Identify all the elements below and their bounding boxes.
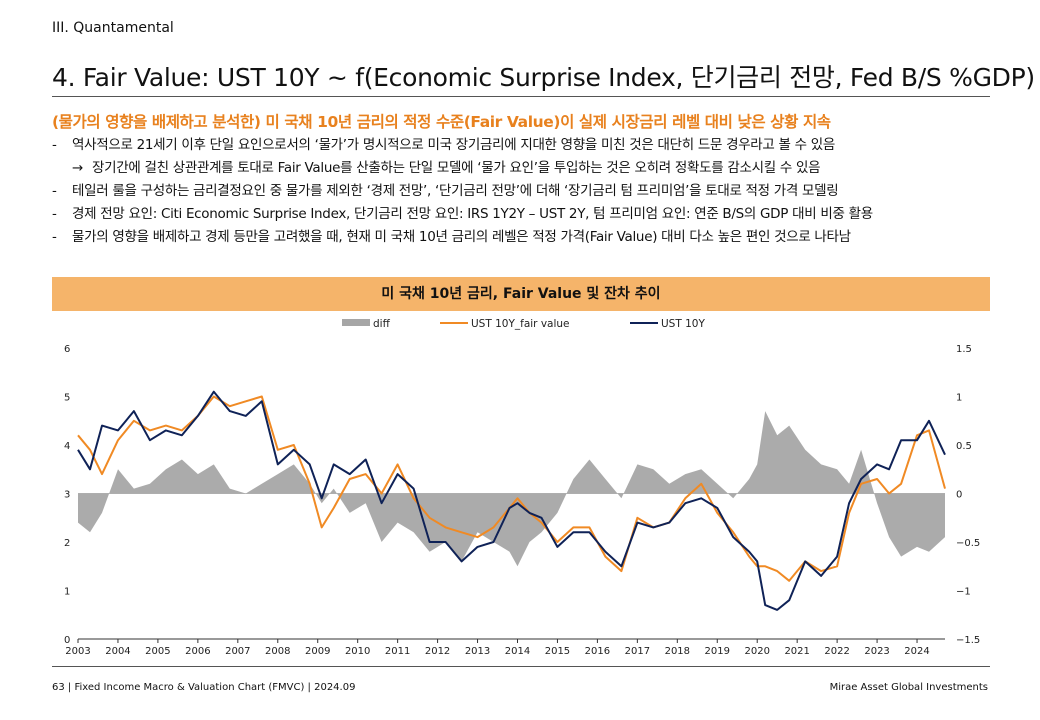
x-tick-label: 2021	[784, 646, 809, 657]
bullet-marker: -	[52, 206, 57, 222]
x-tick-label: 2022	[824, 646, 849, 657]
bullet-item: - 경제 전망 요인: Citi Economic Surprise Index…	[52, 203, 1002, 226]
x-tick-label: 2005	[145, 646, 170, 657]
x-tick-label: 2008	[265, 646, 290, 657]
bullet-marker: -	[52, 137, 57, 153]
bullet-text: 장기간에 걸친 상관관계를 토대로 Fair Value를 산출하는 단일 모델…	[92, 160, 821, 176]
x-tick-label: 2006	[185, 646, 210, 657]
y-right-tick-label: 0	[956, 490, 962, 501]
bullet-item: → 장기간에 걸친 상관관계를 토대로 Fair Value를 산출하는 단일 …	[52, 157, 1002, 180]
bullet-item: - 역사적으로 21세기 이후 단일 요인으로서의 ‘물가’가 명시적으로 미국…	[52, 134, 1002, 157]
bullet-marker: -	[52, 229, 57, 245]
y-left-tick-label: 6	[64, 344, 70, 355]
chart-legend: diff UST 10Y_fair value UST 10Y	[342, 318, 705, 330]
x-tick-label: 2009	[305, 646, 330, 657]
y-left-tick-label: 4	[64, 441, 70, 452]
legend-label: diff	[373, 318, 391, 330]
x-tick-label: 2019	[705, 646, 730, 657]
y-left-tick-label: 2	[64, 538, 70, 549]
legend-swatch-diff	[342, 319, 370, 326]
y-right-tick-label: −1	[956, 587, 971, 598]
y-right-tick-label: 1.5	[956, 344, 972, 355]
y-left-tick-label: 0	[64, 635, 70, 646]
x-tick-label: 2023	[864, 646, 889, 657]
x-tick-label: 2012	[425, 646, 450, 657]
bullet-list: - 역사적으로 21세기 이후 단일 요인으로서의 ‘물가’가 명시적으로 미국…	[52, 134, 1002, 249]
title-divider	[52, 96, 990, 97]
x-tick-label: 2016	[585, 646, 610, 657]
bullet-item: - 테일러 룰을 구성하는 금리결정요인 중 물가를 제외한 ‘경제 전망’, …	[52, 180, 1002, 203]
section-label: III. Quantamental	[52, 20, 174, 36]
bullet-text: 테일러 룰을 구성하는 금리결정요인 중 물가를 제외한 ‘경제 전망’, ‘단…	[72, 183, 839, 199]
footer-divider	[52, 666, 990, 667]
footer-right: Mirae Asset Global Investments	[829, 682, 988, 693]
y-right-tick-label: 0.5	[956, 441, 972, 452]
bullet-marker: -	[52, 183, 57, 199]
page-title: 4. Fair Value: UST 10Y ~ f(Economic Surp…	[52, 63, 1035, 92]
legend-label: UST 10Y	[661, 318, 705, 330]
bullet-item: - 물가의 영향을 배제하고 경제 등만을 고려했을 때, 현재 미 국채 10…	[52, 226, 1002, 249]
x-tick-label: 2013	[465, 646, 490, 657]
x-tick-label: 2015	[545, 646, 570, 657]
bullet-marker: →	[72, 160, 84, 176]
x-tick-label: 2011	[385, 646, 410, 657]
y-left-tick-label: 3	[64, 490, 70, 501]
y-right-tick-label: −0.5	[956, 538, 980, 549]
x-tick-label: 2004	[105, 646, 130, 657]
y-right-tick-label: 1	[956, 393, 962, 404]
x-tick-label: 2020	[744, 646, 769, 657]
line-chart: diff UST 10Y_fair value UST 10Y 0 1 2 3 4 5 6 −1.…	[64, 318, 980, 657]
bullet-text: 물가의 영향을 배제하고 경제 등만을 고려했을 때, 현재 미 국채 10년 …	[72, 229, 851, 245]
x-tick-label: 2018	[665, 646, 690, 657]
y-left-tick-label: 5	[64, 393, 70, 404]
bullet-text: 경제 전망 요인: Citi Economic Surprise Index, …	[72, 206, 873, 222]
x-tick-label: 2007	[225, 646, 250, 657]
series-line-ust-10y	[77, 390, 946, 611]
x-tick-label: 2003	[65, 646, 90, 657]
legend-label: UST 10Y_fair value	[471, 318, 570, 330]
bullet-text: 역사적으로 21세기 이후 단일 요인으로서의 ‘물가’가 명시적으로 미국 장…	[72, 137, 836, 153]
x-tick-label: 2017	[625, 646, 650, 657]
series-area-diff	[78, 411, 945, 567]
x-tick-label: 2014	[505, 646, 530, 657]
chart-ticks: 0 1 2 3 4 5 6 −1.5 −1 −0.5 0 0.5 1 1.5 2003 2004 2005 200…	[64, 344, 980, 657]
chart-series	[77, 390, 946, 611]
x-tick-label: 2024	[904, 646, 929, 657]
y-left-tick-label: 1	[64, 587, 70, 598]
x-tick-label: 2010	[345, 646, 370, 657]
chart-header: 미 국채 10년 금리, Fair Value 및 잔차 추이	[52, 277, 990, 311]
y-right-tick-label: −1.5	[956, 635, 980, 646]
footer-left: 63 | Fixed Income Macro & Valuation Char…	[52, 682, 356, 693]
page-subtitle: (물가의 영향을 배제하고 분석한) 미 국채 10년 금리의 적정 수준(Fa…	[52, 113, 831, 131]
